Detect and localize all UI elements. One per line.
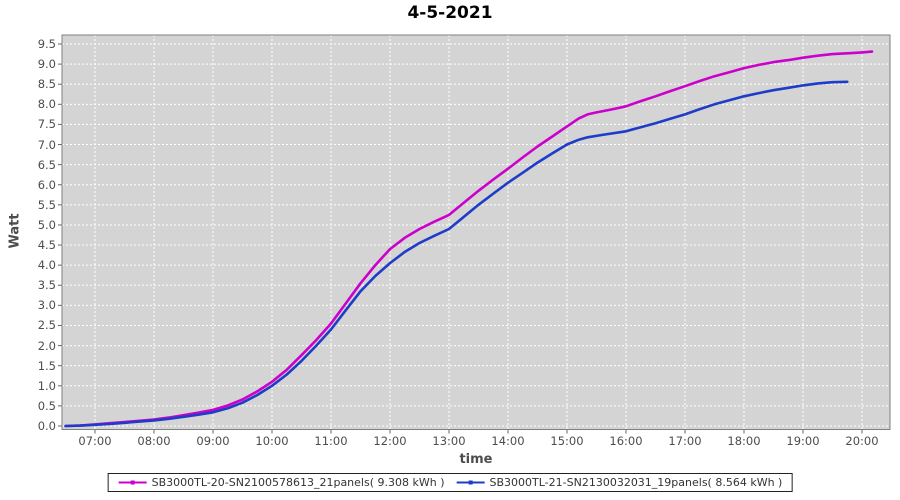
x-tick-label: 19:00: [786, 434, 820, 448]
x-tick-label: 20:00: [845, 434, 879, 448]
y-tick-label: 2.5: [37, 318, 56, 333]
y-tick-label: 9.5: [37, 37, 56, 51]
x-tick-label: 15:00: [550, 434, 584, 448]
x-tick-label: 10:00: [255, 434, 289, 448]
y-tick-label: 8.0: [37, 97, 56, 112]
y-tick-label: 4.5: [37, 238, 56, 253]
y-tick-label: 5.0: [37, 217, 56, 232]
chart-title: 4-5-2021: [407, 3, 493, 23]
x-tick-label: 17:00: [668, 434, 702, 448]
y-tick-label: 1.5: [37, 358, 56, 373]
y-tick-label: 7.0: [37, 137, 56, 152]
x-tick-label: 09:00: [196, 434, 230, 448]
legend: SB3000TL-20-SN2100578613_21panels( 9.308…: [107, 473, 793, 492]
y-tick-label: 0.5: [37, 398, 56, 413]
y-tick-label: 8.5: [37, 77, 56, 92]
y-axis-title: Watt: [7, 213, 23, 249]
legend-line-marker-icon: [456, 480, 485, 485]
y-tick-label: 7.5: [37, 117, 56, 132]
x-tick-label: 14:00: [491, 434, 525, 448]
y-tick-label: 1.0: [37, 378, 56, 393]
y-tick-label: 6.5: [37, 157, 56, 172]
y-tick-label: 3.5: [37, 278, 56, 293]
x-tick-label: 16:00: [609, 434, 643, 448]
plot-background: [62, 35, 890, 430]
series-line-1: [64, 50, 874, 428]
legend-label: SB3000TL-21-SN2130032031_19panels( 8.564…: [489, 476, 783, 489]
x-tick-label: 18:00: [727, 434, 761, 448]
x-tick-label: 07:00: [78, 434, 112, 448]
x-tick-label: 11:00: [314, 434, 348, 448]
plot-border: [61, 34, 891, 430]
y-tick-label: 5.5: [37, 197, 56, 212]
y-tick-label: 6.0: [37, 177, 56, 192]
y-tick-label: 2.0: [37, 338, 56, 353]
x-axis-title: time: [459, 452, 493, 467]
x-tick-label: 12:00: [373, 434, 407, 448]
y-tick-label: 0.0: [37, 419, 56, 433]
series-line-2: [64, 80, 849, 428]
legend-item-1: SB3000TL-20-SN2100578613_21panels( 9.308…: [118, 476, 445, 489]
legend-line-marker-icon: [118, 480, 147, 485]
y-tick-label: 3.0: [37, 298, 56, 313]
x-tick-label: 08:00: [137, 434, 171, 448]
legend-item-2: SB3000TL-21-SN2130032031_19panels( 8.564…: [456, 476, 783, 489]
y-tick-label: 4.0: [37, 258, 56, 273]
y-tick-label: 9.0: [37, 57, 56, 72]
x-tick-label: 13:00: [432, 434, 466, 448]
legend-label: SB3000TL-20-SN2100578613_21panels( 9.308…: [151, 476, 445, 489]
